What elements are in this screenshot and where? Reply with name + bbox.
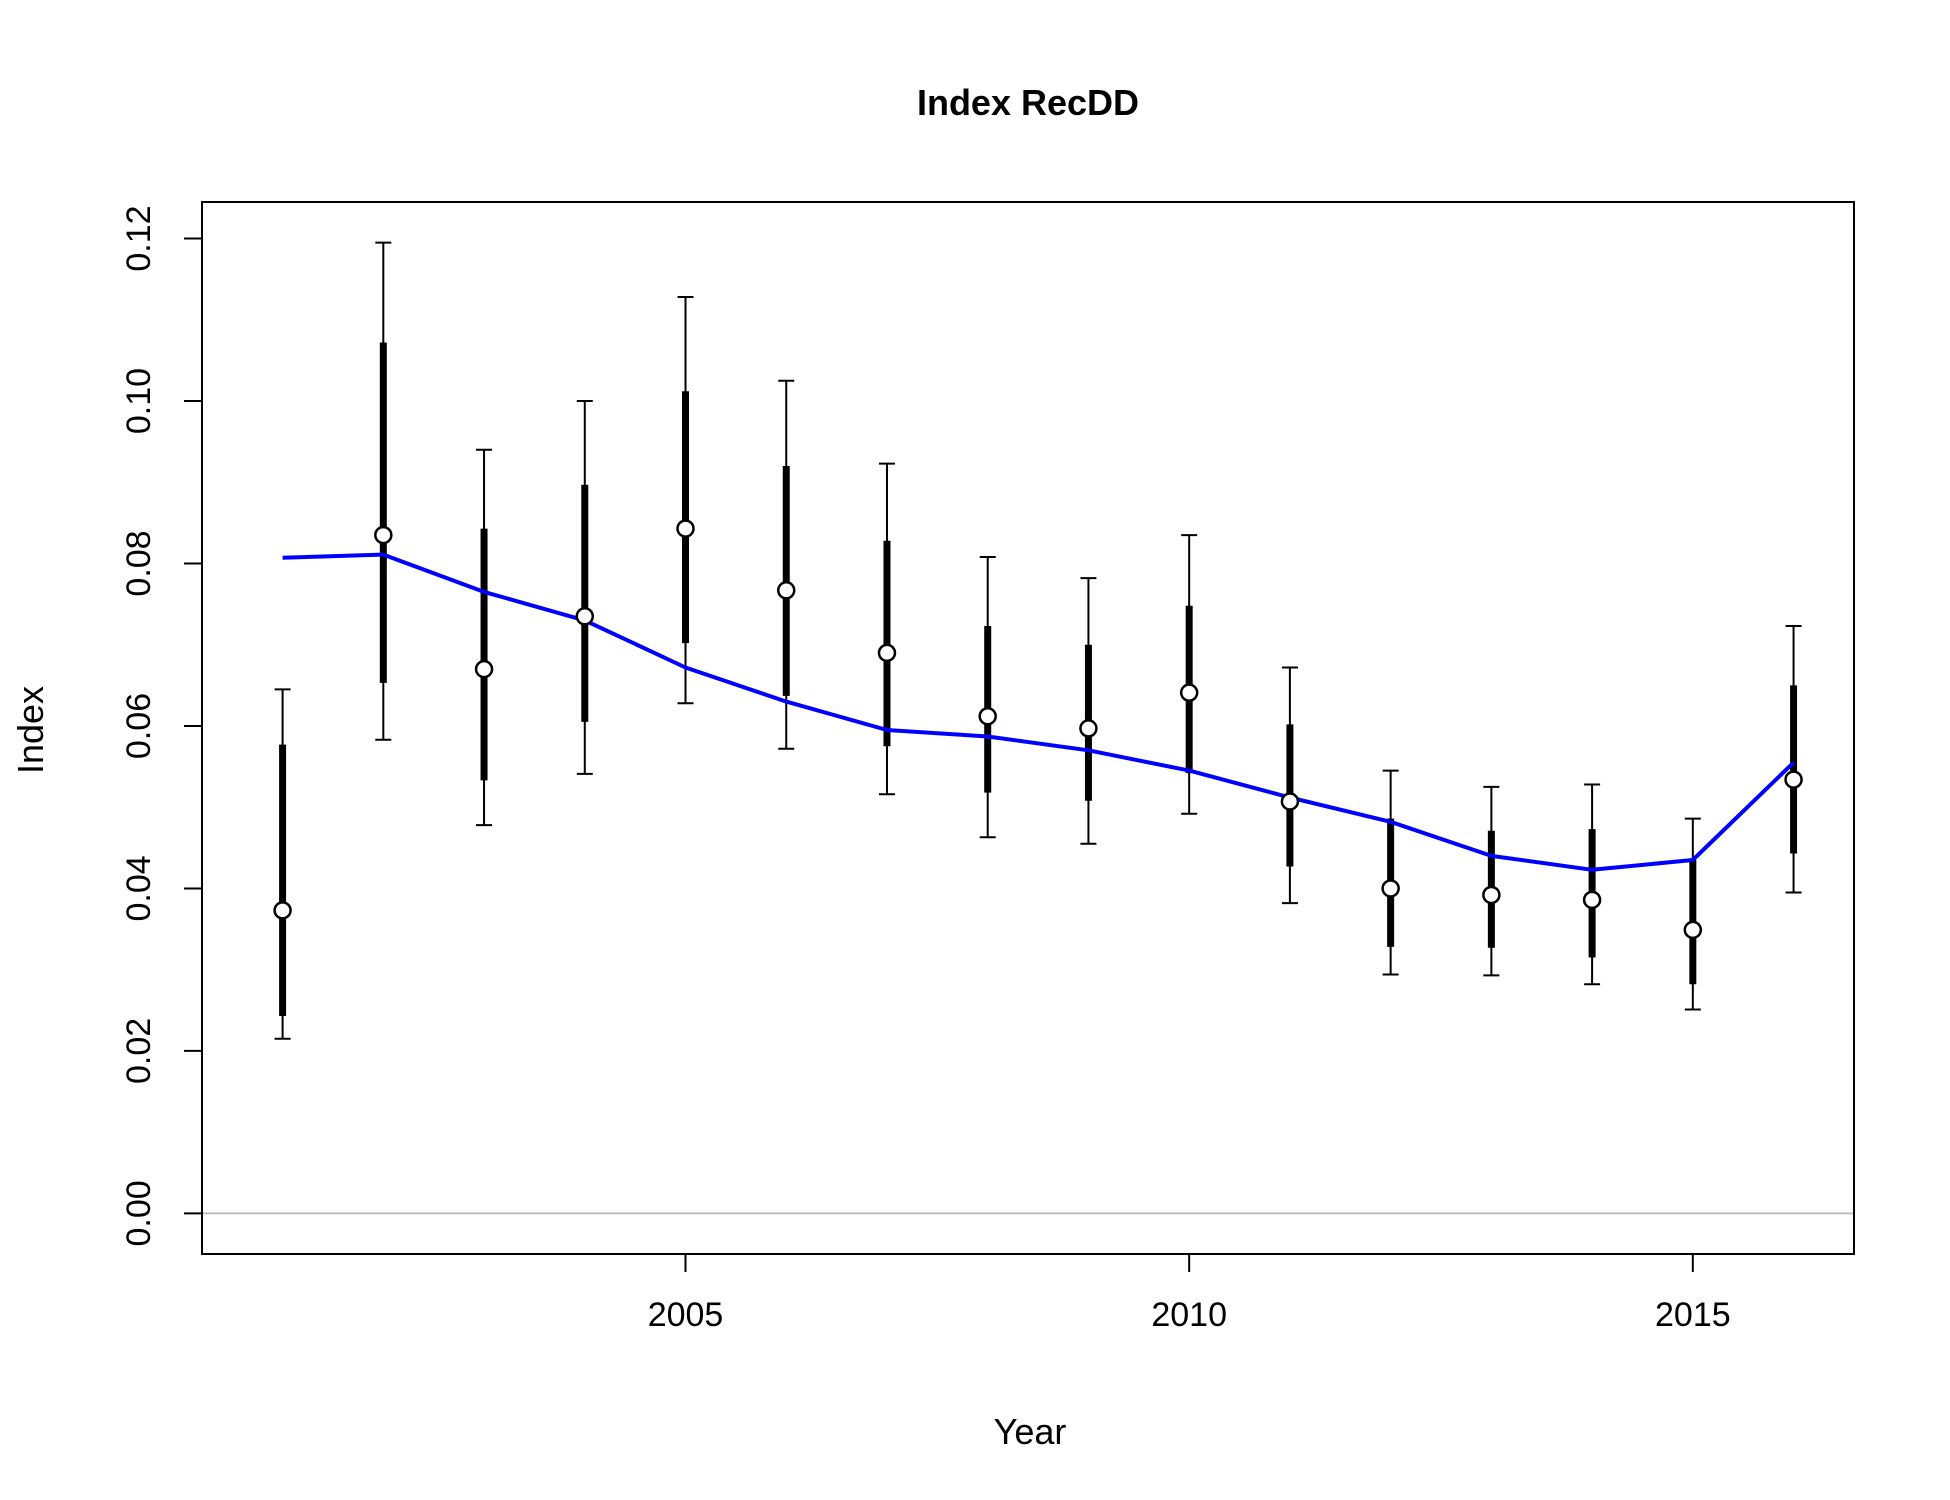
y-tick-label: 0.12 xyxy=(120,205,158,271)
x-tick-label: 2005 xyxy=(648,1296,724,1334)
x-axis-label: Year xyxy=(994,1411,1067,1452)
observed-point xyxy=(676,519,695,538)
expected-line xyxy=(282,552,1795,872)
observed-point xyxy=(1381,879,1400,898)
y-axis-label: Index xyxy=(10,686,51,774)
x-tick-label: 2010 xyxy=(1151,1296,1227,1334)
y-tick-label: 0.10 xyxy=(120,368,158,434)
y-tick-label: 0.02 xyxy=(120,1018,158,1084)
y-tick-label: 0.04 xyxy=(120,855,158,921)
x-tick-label: 2015 xyxy=(1655,1296,1731,1334)
chart-title: Index RecDD xyxy=(917,82,1139,123)
observed-point xyxy=(575,607,595,626)
observed-points-layer xyxy=(273,519,1803,940)
observed-point xyxy=(1179,683,1199,702)
observed-point xyxy=(1784,770,1803,789)
observed-point xyxy=(1280,792,1300,811)
observed-point xyxy=(978,706,997,726)
observed-point xyxy=(1683,920,1703,940)
y-tick-label: 0.06 xyxy=(120,693,158,759)
outer-interval-layer xyxy=(274,241,1802,1040)
observed-point xyxy=(776,581,796,600)
y-tick-label: 0.08 xyxy=(120,530,158,596)
plot-frame xyxy=(201,201,1855,1255)
axes-layer: 2005 2010 2015 0.00 0.02 0.04 0.06 0.08 0.10 0.12 xyxy=(120,201,1855,1334)
observed-point xyxy=(1582,890,1602,910)
observed-point xyxy=(1079,719,1098,738)
y-tick-label: 0.00 xyxy=(120,1180,158,1246)
observed-point xyxy=(474,659,494,679)
observed-point xyxy=(877,643,897,663)
observed-point xyxy=(1482,885,1501,905)
inner-interval-layer xyxy=(279,342,1798,1016)
observed-point xyxy=(273,901,292,920)
expected-line-layer xyxy=(282,552,1795,872)
observed-point xyxy=(374,525,393,545)
